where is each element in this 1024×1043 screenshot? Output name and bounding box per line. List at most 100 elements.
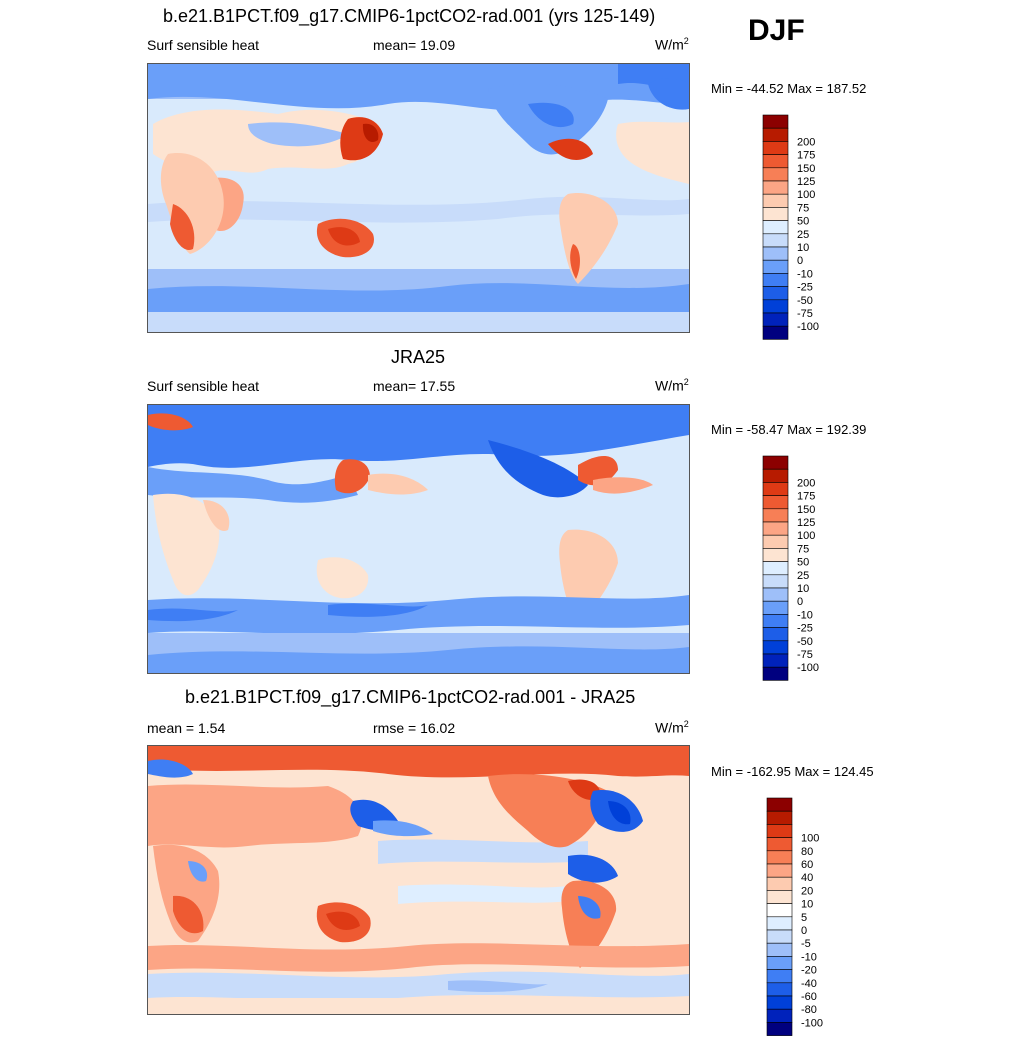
colorbar-tick-label: 60 bbox=[801, 859, 813, 871]
panel-1-variable-label: Surf sensible heat bbox=[147, 37, 260, 53]
colorbar-swatch bbox=[766, 863, 793, 878]
colorbar-swatch bbox=[762, 114, 789, 129]
panel-1-mean-label: mean= 19.09 bbox=[373, 37, 456, 53]
panel-2-colorbar: 200 175 150 125 100 75 50 25 10 0 -10 -25 -50 -75 -100 bbox=[762, 455, 832, 688]
colorbar-tick-label: 175 bbox=[797, 150, 815, 162]
colorbar-tick-label: -40 bbox=[801, 978, 817, 990]
colorbar-swatch bbox=[762, 534, 789, 549]
colorbar-tick-label: 150 bbox=[797, 163, 815, 175]
colorbar-swatch bbox=[762, 587, 789, 602]
panel-2-units: W/m2 bbox=[655, 377, 689, 394]
colorbar-tick-label: 100 bbox=[797, 530, 815, 542]
colorbar-swatch bbox=[766, 969, 793, 984]
colorbar-tick-label: 200 bbox=[797, 477, 815, 489]
colorbar-swatch bbox=[762, 574, 789, 589]
colorbar-swatch bbox=[762, 246, 789, 261]
colorbar-tick-label: 25 bbox=[797, 570, 809, 582]
colorbar-tick-label: 50 bbox=[797, 557, 809, 569]
colorbar-swatch bbox=[766, 890, 793, 904]
colorbar-tick-label: 175 bbox=[797, 491, 815, 503]
colorbar-swatch bbox=[766, 916, 793, 931]
panel-2-variable-label: Surf sensible heat bbox=[147, 378, 260, 394]
colorbar-swatch bbox=[766, 956, 793, 970]
colorbar-tick-label: -100 bbox=[801, 1017, 823, 1029]
colorbar-tick-label: -10 bbox=[801, 951, 817, 963]
colorbar-tick-label: 50 bbox=[797, 216, 809, 228]
colorbar-swatch bbox=[766, 850, 793, 865]
colorbar-tick-label: 5 bbox=[801, 912, 807, 924]
colorbar-swatch bbox=[766, 929, 793, 944]
panel-3-units: W/m2 bbox=[655, 719, 689, 736]
colorbar-swatch bbox=[762, 614, 789, 628]
colorbar-tick-label: -5 bbox=[801, 938, 811, 950]
colorbar-swatch bbox=[762, 640, 789, 655]
colorbar-swatch bbox=[766, 876, 793, 891]
panel-2-title: JRA25 bbox=[391, 347, 446, 367]
colorbar-swatch bbox=[762, 154, 789, 169]
colorbar-swatch bbox=[762, 299, 789, 314]
colorbar-swatch bbox=[762, 193, 789, 208]
colorbar-tick-label: 0 bbox=[801, 925, 807, 937]
colorbar-swatch bbox=[762, 521, 789, 536]
colorbar-swatch bbox=[762, 220, 789, 235]
colorbar-tick-label: -10 bbox=[797, 609, 813, 621]
colorbar-swatch bbox=[762, 600, 789, 615]
colorbar-swatch bbox=[762, 325, 789, 340]
panel-1-units: W/m2 bbox=[655, 36, 689, 53]
panel-1-colorbar: 200 175 150 125 100 75 50 25 10 0 -10 -25 -50 -75 -100 bbox=[762, 114, 832, 347]
colorbar-tick-label: 100 bbox=[797, 189, 815, 201]
colorbar-tick-label: -50 bbox=[797, 295, 813, 307]
panel-2-minmax: Min = -58.47 Max = 192.39 bbox=[711, 422, 867, 437]
colorbar-tick-label: 125 bbox=[797, 176, 815, 188]
colorbar-swatch bbox=[766, 797, 793, 812]
panel-3-rmse-label: rmse = 16.02 bbox=[373, 720, 456, 736]
colorbar-swatch bbox=[762, 127, 789, 142]
colorbar-swatch bbox=[762, 167, 789, 182]
colorbar-swatch bbox=[762, 666, 789, 681]
colorbar-swatch bbox=[762, 180, 789, 195]
colorbar-swatch bbox=[766, 824, 793, 838]
colorbar-tick-label: 100 bbox=[801, 833, 819, 845]
colorbar-tick-label: 75 bbox=[797, 543, 809, 555]
colorbar-tick-label: -75 bbox=[797, 649, 813, 661]
colorbar-swatch bbox=[762, 207, 789, 221]
colorbar-tick-label: -100 bbox=[797, 662, 819, 674]
colorbar-swatch bbox=[762, 312, 789, 327]
panel-3-mean-label: mean = 1.54 bbox=[147, 720, 226, 736]
colorbar-swatch bbox=[762, 286, 789, 301]
colorbar-swatch bbox=[766, 903, 793, 918]
colorbar-tick-label: 20 bbox=[801, 885, 813, 897]
colorbar-tick-label: 0 bbox=[797, 255, 803, 267]
colorbar-tick-label: 200 bbox=[797, 136, 815, 148]
panel-2-map bbox=[147, 404, 690, 674]
colorbar-swatch bbox=[766, 810, 793, 825]
colorbar-swatch bbox=[762, 141, 789, 155]
colorbar-tick-label: -20 bbox=[801, 965, 817, 977]
colorbar-swatch bbox=[766, 942, 793, 957]
panel-3-map bbox=[147, 745, 690, 1015]
colorbar-tick-label: -10 bbox=[797, 268, 813, 280]
colorbar-tick-label: -50 bbox=[797, 636, 813, 648]
panel-1-title: b.e21.B1PCT.f09_g17.CMIP6-1pctCO2-rad.00… bbox=[163, 6, 656, 26]
colorbar-tick-label: 125 bbox=[797, 517, 815, 529]
season-label: DJF bbox=[748, 14, 805, 47]
colorbar-tick-label: 10 bbox=[801, 899, 813, 911]
colorbar-swatch bbox=[766, 837, 793, 852]
colorbar-tick-label: -25 bbox=[797, 623, 813, 635]
colorbar-swatch bbox=[762, 259, 789, 274]
colorbar-tick-label: 150 bbox=[797, 504, 815, 516]
colorbar-swatch bbox=[766, 1008, 793, 1023]
colorbar-tick-label: 80 bbox=[801, 846, 813, 858]
colorbar-swatch bbox=[762, 495, 789, 510]
colorbar-swatch bbox=[766, 1022, 793, 1036]
panel-2-mean-label: mean= 17.55 bbox=[373, 378, 456, 394]
colorbar-swatch bbox=[762, 653, 789, 668]
colorbar-tick-label: -25 bbox=[797, 282, 813, 294]
colorbar-tick-label: 0 bbox=[797, 596, 803, 608]
colorbar-swatch bbox=[762, 482, 789, 496]
colorbar-tick-label: 10 bbox=[797, 583, 809, 595]
panel-1-minmax: Min = -44.52 Max = 187.52 bbox=[711, 81, 867, 96]
colorbar-tick-label: -100 bbox=[797, 321, 819, 333]
colorbar-swatch bbox=[762, 508, 789, 523]
colorbar-swatch bbox=[762, 233, 789, 248]
